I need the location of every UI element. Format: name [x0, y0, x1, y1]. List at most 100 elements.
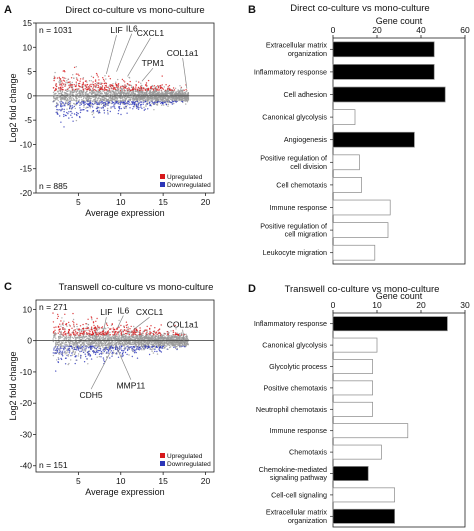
scatter-point [92, 345, 94, 348]
scatter-point [72, 88, 74, 90]
scatter-point [95, 332, 97, 334]
scatter-point [102, 77, 104, 79]
scatter-point [119, 87, 122, 89]
scatter-point [107, 92, 109, 95]
scatter-point [120, 107, 122, 110]
scatter-point [97, 86, 99, 89]
scatter-point [123, 329, 126, 331]
scatter-point [72, 337, 75, 339]
scatter-point [73, 333, 75, 336]
scatter-point [77, 355, 79, 357]
scatter-point [91, 106, 94, 108]
scatter-point [79, 111, 82, 114]
scatter-point [101, 93, 103, 95]
scatter-point [65, 98, 67, 100]
scatter-point [107, 352, 109, 354]
scatter-point [79, 107, 81, 109]
scatter-point [181, 98, 184, 100]
scatter-point [140, 343, 142, 345]
scatter-point [95, 94, 98, 96]
annotation-leader [116, 33, 133, 72]
scatter-point [76, 334, 78, 336]
scatter-point [115, 89, 117, 92]
scatter-point [53, 79, 55, 82]
scatter-point [115, 101, 118, 103]
scatter-point [183, 89, 185, 92]
scatter-point [103, 80, 106, 82]
scatter-point [100, 331, 102, 333]
scatter-point [55, 84, 57, 86]
scatter-point [158, 96, 161, 98]
scatter-point [74, 85, 77, 88]
scatter-point [124, 332, 127, 335]
scatter-point [115, 346, 117, 349]
scatter-point [72, 93, 74, 96]
x-tick-label: 40 [416, 25, 426, 35]
scatter-point [98, 355, 101, 358]
scatter-point [68, 83, 70, 86]
scatter-point [64, 363, 67, 365]
scatter-point [145, 104, 147, 106]
scatter-point [83, 106, 85, 108]
scatter-point [117, 87, 119, 90]
scatter-point [58, 81, 60, 83]
scatter-point [139, 348, 142, 350]
scatter-point [131, 103, 133, 106]
scatter-point [126, 326, 128, 329]
scatter-point [59, 353, 61, 355]
scatter-point [61, 80, 63, 82]
scatter-point [178, 99, 180, 102]
y-tick-label: -10 [20, 139, 33, 149]
scatter-point [106, 333, 108, 335]
scatter-point [103, 347, 106, 349]
scatter-point [114, 93, 117, 96]
scatter-point [135, 344, 137, 346]
scatter-point [160, 97, 162, 99]
scatter-point [178, 336, 181, 338]
scatter-point [186, 90, 188, 92]
scatter-point [124, 81, 126, 83]
scatter-point [64, 330, 66, 333]
scatter-point [150, 87, 152, 90]
scatter-point [119, 330, 122, 332]
scatter-point [171, 93, 173, 95]
scatter-point [82, 88, 84, 91]
scatter-point [63, 70, 65, 72]
scatter-point [131, 92, 133, 95]
scatter-point [105, 322, 108, 324]
scatter-point [95, 96, 97, 99]
scatter-point [83, 102, 85, 105]
scatter-point [156, 97, 158, 100]
scatter-point [61, 97, 63, 99]
scatter-point [109, 85, 112, 88]
scatter-point [171, 101, 173, 104]
scatter-point [76, 88, 78, 90]
scatter-point [101, 97, 104, 99]
scatter-point [111, 92, 113, 94]
scatter-point [55, 351, 57, 353]
scatter-point [96, 350, 98, 353]
scatter-point [97, 93, 99, 95]
scatter-point [104, 345, 107, 347]
scatter-point [118, 336, 120, 338]
scatter-point [133, 329, 135, 331]
scatter-point [152, 345, 154, 347]
scatter-point [120, 93, 122, 95]
scatter-point [128, 333, 131, 336]
scatter-point [54, 336, 56, 338]
scatter-point [64, 84, 67, 87]
scatter-point [158, 85, 160, 87]
scatter-point [114, 92, 116, 94]
scatter-point [70, 84, 72, 87]
scatter-point [187, 98, 189, 100]
scatter-point [133, 352, 136, 354]
scatter-point [59, 345, 62, 347]
scatter-point [77, 353, 80, 355]
scatter-point [110, 106, 112, 108]
scatter-point [133, 348, 135, 350]
scatter-point [170, 97, 172, 99]
scatter-point [156, 99, 158, 101]
scatter-point [106, 109, 109, 112]
scatter-point [130, 96, 132, 98]
scatter-point [107, 107, 109, 110]
